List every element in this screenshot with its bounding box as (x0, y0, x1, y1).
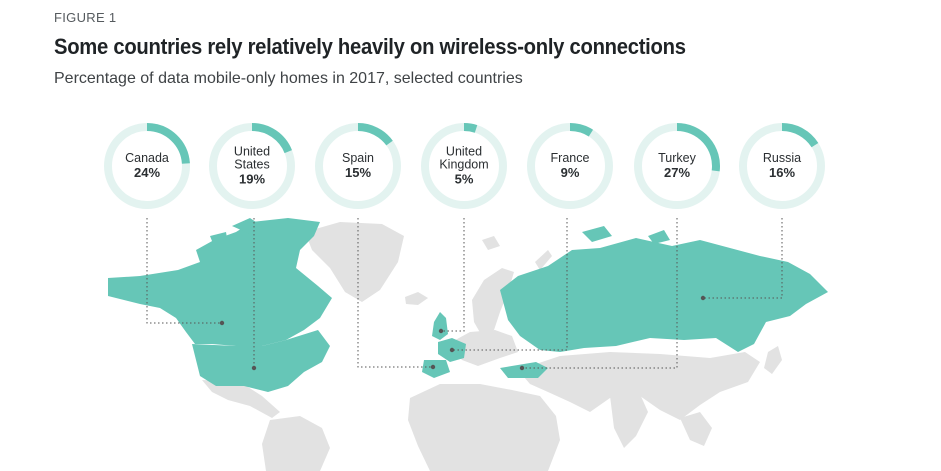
donut-arc-united-states (251, 123, 292, 154)
connector-dot-france (449, 347, 455, 353)
connector-turkey (522, 218, 678, 369)
donut-value-label: 16% (769, 165, 795, 180)
donut-country-name: United (446, 145, 482, 159)
figure-label: FIGURE 1 (54, 10, 117, 25)
donut-arc-spain (357, 123, 393, 146)
map-land-southeast-asia (680, 412, 712, 446)
connector-dot-canada (219, 320, 225, 326)
world-map (108, 218, 828, 471)
map-country-canada-arctic (210, 218, 296, 246)
map-land-greenland (305, 222, 404, 302)
connector-france (452, 218, 568, 351)
donut-country-name: France (551, 151, 590, 165)
chart-subtitle: Percentage of data mobile-only homes in … (54, 70, 523, 87)
donut-arc-russia (781, 123, 819, 148)
map-country-canada (108, 218, 332, 346)
donut-value-label: 9% (561, 165, 580, 180)
donut-arc-united-kingdom (463, 123, 478, 133)
map-country-turkey (500, 362, 548, 378)
map-land-novaya-zemlya (535, 250, 552, 270)
map-land-asia-south (518, 352, 760, 420)
connector-lines (146, 218, 783, 371)
donut-country-name: Canada (125, 151, 169, 165)
donut-value-label: 19% (239, 172, 265, 187)
connector-dot-spain (430, 364, 436, 370)
donut-country-name: Turkey (658, 151, 696, 165)
donut-value-label: 5% (455, 172, 474, 187)
map-land-scandinavia (472, 268, 514, 336)
donut-arc-france (569, 123, 594, 137)
connector-russia (703, 218, 783, 299)
map-land-svalbard (482, 236, 500, 250)
donut-country-name: States (234, 158, 269, 172)
map-land-europe (448, 330, 518, 366)
connector-dot-united-kingdom (438, 328, 444, 334)
map-land-central-america (202, 380, 280, 418)
donut-country-name: United (234, 145, 270, 159)
donut-row: Canada24%UnitedStates19%Spain15%UnitedKi… (104, 123, 825, 209)
donut-country-name: Spain (342, 151, 374, 165)
donut-country-name: Russia (763, 151, 801, 165)
connector-dot-turkey (519, 365, 525, 371)
map-land-south-america (262, 416, 330, 471)
donut-value-label: 24% (134, 165, 160, 180)
map-country-united-states (192, 330, 330, 392)
map-country-russia-islands (582, 226, 670, 244)
connector-spain (357, 218, 433, 368)
connector-canada (146, 218, 222, 324)
map-country-united-kingdom (432, 312, 448, 340)
donut-value-label: 15% (345, 165, 371, 180)
donut-country-name: Kingdom (439, 158, 488, 172)
donut-arc-turkey (676, 123, 720, 172)
connector-dot-russia (700, 295, 706, 301)
chart-title: Some countries rely relatively heavily o… (54, 34, 686, 59)
connector-dot-united-states (251, 365, 257, 371)
map-land-africa (408, 384, 560, 471)
map-country-russia (500, 238, 828, 352)
donut-value-label: 27% (664, 165, 690, 180)
map-land-india (610, 394, 648, 448)
map-land-iceland (405, 292, 428, 305)
map-land-japan (764, 346, 782, 374)
connector-united-kingdom (441, 218, 465, 332)
donut-arc-canada (146, 123, 190, 164)
map-country-spain (422, 360, 450, 378)
